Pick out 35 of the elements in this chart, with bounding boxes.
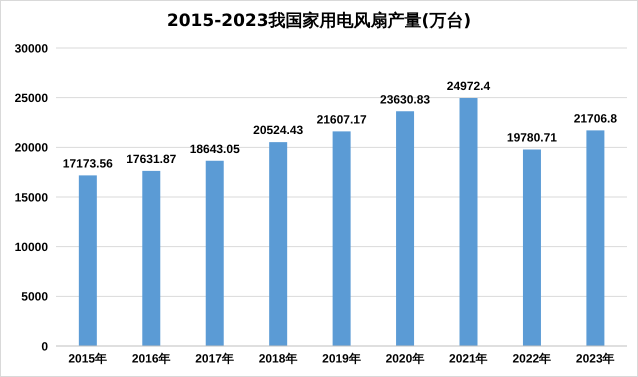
y-tick-label: 20000: [14, 140, 48, 155]
bar: [396, 111, 414, 346]
y-tick-label: 25000: [14, 90, 48, 105]
x-tick-label: 2023年: [576, 352, 615, 366]
bar: [206, 160, 224, 346]
bar: [332, 131, 351, 346]
y-tick-label: 0: [41, 339, 48, 354]
x-tick-label: 2017年: [195, 352, 234, 366]
data-label: 23630.83: [380, 92, 430, 106]
data-label: 17173.56: [62, 156, 114, 170]
data-label: 18643.05: [190, 142, 240, 156]
chart-title: 2015-2023我国家用电风扇产量(万台): [166, 10, 472, 32]
x-tick-label: 2015年: [68, 352, 108, 366]
y-tick-label: 10000: [14, 240, 48, 254]
bar: [269, 142, 288, 346]
y-tick-label: 30000: [14, 41, 48, 56]
bar: [460, 98, 478, 346]
bar: [586, 130, 604, 346]
bar: [142, 170, 160, 346]
x-tick-label: 2018年: [258, 352, 298, 366]
bar: [522, 150, 541, 346]
data-label: 21706.8: [574, 111, 618, 126]
data-label: 21607.17: [316, 112, 367, 126]
data-label: 19780.71: [506, 130, 558, 145]
data-label: 17631.87: [126, 152, 177, 166]
x-tick-label: 2020年: [386, 352, 424, 366]
data-label: 20524.43: [253, 123, 304, 138]
bar: [78, 175, 97, 346]
y-tick-label: 5000: [21, 290, 48, 304]
x-tick-label: 2019年: [322, 352, 361, 366]
data-label: 24972.4: [446, 78, 491, 93]
x-tick-label: 2016年: [132, 352, 171, 366]
x-tick-label: 2022年: [512, 352, 552, 366]
y-tick-label: 15000: [14, 190, 48, 204]
x-tick-label: 2021年: [449, 352, 488, 366]
